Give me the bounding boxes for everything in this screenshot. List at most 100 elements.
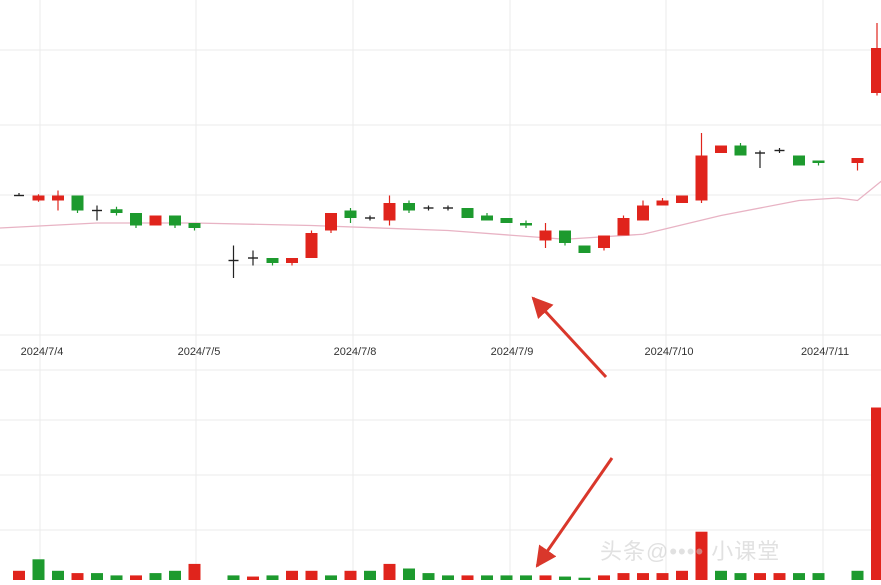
candle xyxy=(14,193,24,197)
candle-body xyxy=(812,160,825,163)
candle-body xyxy=(461,208,474,218)
candle-body xyxy=(169,215,181,226)
candle xyxy=(443,205,453,211)
candle-body xyxy=(383,203,396,221)
candle xyxy=(169,215,181,228)
volume-bar xyxy=(383,563,396,580)
candle-body xyxy=(871,48,881,93)
candle-layer xyxy=(14,23,881,278)
candle xyxy=(656,198,669,206)
volume-bar xyxy=(32,559,45,580)
date-label: 2024/7/8 xyxy=(334,346,377,358)
candle xyxy=(266,258,279,266)
candle-body xyxy=(559,230,571,243)
candle xyxy=(344,208,357,223)
volume-bar xyxy=(266,575,279,580)
volume-bar xyxy=(110,575,123,580)
candle-body xyxy=(305,233,318,258)
volume-bar xyxy=(851,570,864,580)
date-label: 2024/7/11 xyxy=(801,346,849,358)
volume-bar xyxy=(559,576,571,580)
candle xyxy=(32,194,45,202)
volume-bar xyxy=(325,575,337,580)
candle-body xyxy=(130,213,142,226)
candle xyxy=(598,235,610,251)
candle-body xyxy=(500,218,513,223)
candle xyxy=(248,250,258,266)
candle xyxy=(110,206,123,216)
candle-body xyxy=(325,213,337,231)
candle-body xyxy=(32,195,45,201)
candle xyxy=(71,195,84,213)
candle-body xyxy=(403,203,415,211)
volume-bar xyxy=(715,570,727,580)
volume-bar xyxy=(52,570,64,580)
volume-bar xyxy=(305,570,318,580)
candle xyxy=(403,200,415,213)
candle xyxy=(812,160,825,166)
candle xyxy=(92,205,102,221)
candle-body xyxy=(598,235,610,248)
candle-body xyxy=(481,215,493,221)
date-label: 2024/7/9 xyxy=(491,346,534,358)
candle xyxy=(325,213,337,233)
volume-bar xyxy=(364,570,376,580)
candle xyxy=(734,143,747,156)
candle xyxy=(559,230,571,246)
volume-bar xyxy=(286,570,298,580)
candle-body xyxy=(851,158,864,163)
candle xyxy=(793,155,805,166)
candle-body xyxy=(539,230,552,241)
volume-bar xyxy=(149,573,162,580)
candle xyxy=(500,218,513,223)
candle xyxy=(188,223,201,231)
volume-bar xyxy=(695,531,708,580)
candle-body xyxy=(188,223,201,228)
candle-body xyxy=(149,215,162,226)
candle xyxy=(286,258,298,266)
annotation-layer xyxy=(531,296,614,568)
candle xyxy=(539,223,552,248)
candle-body xyxy=(578,245,591,253)
volume-layer xyxy=(13,407,881,580)
candle-body xyxy=(71,195,84,211)
candle xyxy=(774,148,785,153)
candle xyxy=(481,213,493,221)
candle xyxy=(715,145,727,153)
volume-bar xyxy=(71,573,84,580)
volume-bar xyxy=(598,575,610,580)
volume-bar xyxy=(188,563,201,580)
volume-bar xyxy=(812,573,825,580)
volume-bar xyxy=(637,573,649,580)
candle-body xyxy=(793,155,805,166)
candle xyxy=(871,23,881,96)
volume-bar xyxy=(422,573,435,580)
candle-body xyxy=(695,155,708,201)
candle-body xyxy=(266,258,279,263)
volume-bar xyxy=(773,573,786,580)
candle-body xyxy=(286,258,298,263)
candle xyxy=(383,195,396,226)
candle xyxy=(461,208,474,218)
volume-bar xyxy=(13,570,25,580)
candle-body xyxy=(637,205,649,221)
candle-body xyxy=(520,223,532,226)
volume-bar xyxy=(461,575,474,580)
volume-bar xyxy=(539,575,552,580)
candle xyxy=(305,230,318,258)
volume-bar xyxy=(617,573,630,580)
candle-body xyxy=(344,210,357,218)
candle xyxy=(851,158,864,171)
candle-body xyxy=(715,145,727,153)
volume-bar xyxy=(481,575,493,580)
candle xyxy=(520,220,532,228)
candle xyxy=(676,195,688,203)
volume-bar xyxy=(227,575,240,580)
candle-body xyxy=(617,218,630,236)
volume-bar xyxy=(130,575,142,580)
candle xyxy=(617,215,630,236)
candle-body xyxy=(110,209,123,213)
